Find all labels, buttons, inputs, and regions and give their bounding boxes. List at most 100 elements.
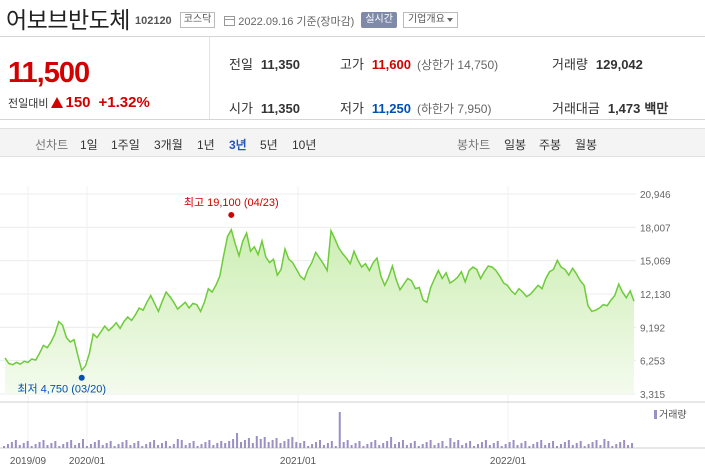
volume-bar bbox=[374, 440, 377, 448]
volume-bar bbox=[200, 444, 203, 448]
volume-bar bbox=[425, 442, 428, 448]
volume-bar bbox=[113, 446, 116, 448]
volume: 거래량 129,042 bbox=[552, 57, 643, 72]
volume-bar bbox=[172, 444, 175, 448]
volume-bar bbox=[62, 444, 65, 448]
volume-bar bbox=[137, 441, 140, 448]
volume-bar bbox=[441, 441, 444, 448]
volume-bar bbox=[180, 440, 183, 448]
volume-bar bbox=[461, 445, 464, 448]
x-tick-label: 2019/09 bbox=[10, 456, 47, 467]
volume-bar bbox=[271, 440, 274, 448]
period-1y[interactable]: 1년 bbox=[197, 138, 215, 152]
price-line bbox=[4, 227, 635, 372]
open-price: 시가 11,350 bbox=[229, 101, 300, 116]
company-overview-button[interactable]: 기업개요 bbox=[402, 12, 458, 28]
volume-bar bbox=[287, 439, 290, 448]
volume-bar bbox=[354, 443, 357, 448]
volume-bar bbox=[366, 444, 369, 448]
volume-bar bbox=[251, 443, 254, 448]
volume-bar bbox=[204, 442, 207, 448]
volume-bar bbox=[619, 442, 622, 448]
low-price: 저가 11,250 (하한가 7,950) bbox=[340, 101, 492, 116]
quote-panel: 11,500 전일대비 150 +1.32% 전일 11,350 시가 11,350… bbox=[0, 36, 705, 120]
volume-bar bbox=[583, 446, 586, 448]
volume-bar bbox=[184, 445, 187, 448]
y-tick-label: 6,253 bbox=[640, 357, 665, 368]
current-price: 11,500 bbox=[8, 57, 90, 89]
y-tick-label: 20,946 bbox=[640, 190, 671, 201]
volume-bar bbox=[429, 440, 432, 448]
volume-bar bbox=[595, 440, 598, 448]
volume-bar bbox=[141, 446, 144, 448]
volume-bar bbox=[587, 444, 590, 448]
volume-bar bbox=[524, 441, 527, 448]
volume-bar bbox=[342, 442, 345, 448]
volume-bar bbox=[6, 444, 9, 448]
x-tick-label: 2022/01 bbox=[490, 456, 527, 467]
volume-bar bbox=[473, 446, 476, 448]
volume-bar bbox=[105, 443, 108, 448]
period-10y[interactable]: 10년 bbox=[292, 138, 317, 152]
price-summary: 11,500 전일대비 150 +1.32% bbox=[0, 37, 210, 119]
volume-bar bbox=[145, 444, 148, 448]
volume-bar bbox=[30, 446, 33, 448]
period-3y[interactable]: 3년 bbox=[229, 138, 247, 152]
volume-bar bbox=[591, 442, 594, 448]
period-1w[interactable]: 1주일 bbox=[111, 138, 140, 152]
stock-name: 어보브반도체 bbox=[6, 7, 130, 33]
volume-bar bbox=[532, 444, 535, 448]
volume-bar bbox=[192, 441, 195, 448]
price-chart-svg: 최고 19,100 (04/23) 최저 4,750 (03/20) 20,946… bbox=[0, 186, 705, 467]
volume-bar bbox=[291, 437, 294, 448]
volume-bar bbox=[465, 443, 468, 448]
volume-bar bbox=[93, 442, 96, 448]
period-3m[interactable]: 3개월 bbox=[154, 138, 183, 152]
volume-bar bbox=[212, 445, 215, 448]
volume-bar bbox=[299, 443, 302, 448]
candle-monthly[interactable]: 월봉 bbox=[575, 138, 598, 152]
change-value: 150 bbox=[65, 94, 91, 111]
y-tick-label: 18,007 bbox=[640, 223, 671, 234]
volume-bar bbox=[330, 441, 333, 448]
volume-bar bbox=[599, 445, 602, 448]
volume-bar bbox=[46, 445, 49, 448]
volume-bar bbox=[370, 442, 373, 448]
volume-bar bbox=[85, 446, 88, 448]
high-label: 최고 19,100 (04/23) bbox=[184, 196, 279, 209]
candle-weekly[interactable]: 주봉 bbox=[539, 138, 562, 152]
volume-bar bbox=[559, 444, 562, 448]
calendar-icon bbox=[224, 15, 236, 26]
volume-bar bbox=[492, 443, 495, 448]
volume-bar bbox=[82, 439, 84, 448]
volume-bar bbox=[322, 445, 325, 448]
volume-bar bbox=[334, 446, 337, 448]
volume-bar bbox=[168, 446, 171, 448]
volume-bar bbox=[413, 441, 416, 448]
volume-bar bbox=[469, 441, 472, 448]
volume-bar bbox=[409, 443, 412, 448]
volume-bar bbox=[232, 439, 235, 448]
volume-bar bbox=[611, 446, 614, 448]
volume-bar bbox=[500, 446, 503, 448]
x-tick-label: 2020/01 bbox=[69, 456, 106, 467]
volume-bar bbox=[552, 441, 555, 448]
volume-bar bbox=[603, 439, 606, 448]
period-5y[interactable]: 5년 bbox=[260, 138, 278, 152]
price-area bbox=[5, 229, 634, 394]
volume-bar bbox=[390, 437, 393, 448]
volume-bar bbox=[125, 440, 128, 448]
volume-bar bbox=[477, 444, 479, 448]
volume-bar bbox=[78, 443, 81, 448]
volume-bar bbox=[540, 440, 543, 448]
volume-bar bbox=[536, 442, 539, 448]
candle-chart-label: 봉차트 bbox=[457, 138, 491, 152]
volume-bar bbox=[208, 440, 211, 448]
realtime-button[interactable]: 실시간 bbox=[361, 12, 397, 28]
change-label: 전일대비 bbox=[8, 97, 49, 110]
caret-down-icon bbox=[446, 18, 453, 22]
candle-daily[interactable]: 일봉 bbox=[504, 138, 527, 152]
volume-bar bbox=[216, 443, 219, 448]
period-1d[interactable]: 1일 bbox=[80, 138, 98, 152]
up-triangle-icon bbox=[51, 97, 64, 108]
